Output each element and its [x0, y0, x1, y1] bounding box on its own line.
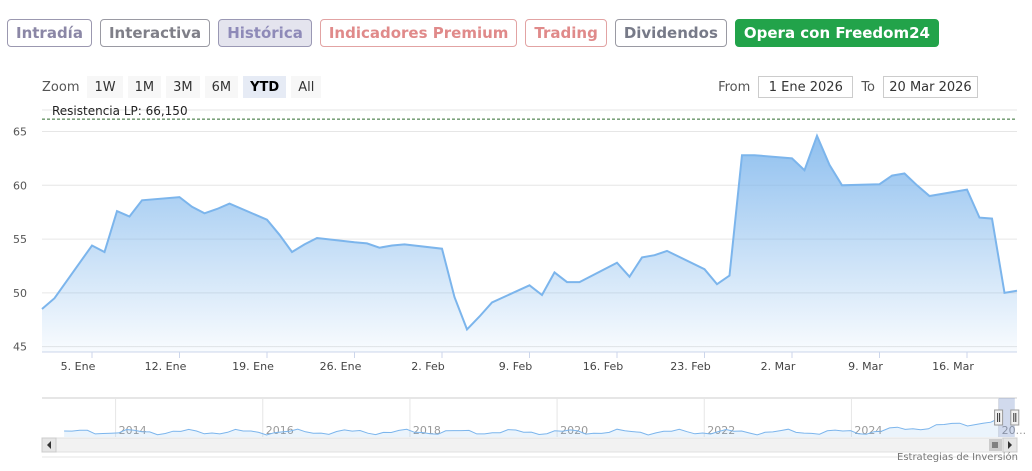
to-date-input[interactable] [883, 76, 978, 98]
x-tick-label: 2. Feb [411, 360, 444, 373]
x-tick-label: 5. Ene [61, 360, 96, 373]
x-tick-label: 19. Ene [232, 360, 274, 373]
tab-historica[interactable]: Histórica [218, 19, 312, 47]
x-tick-label: 9. Feb [499, 360, 532, 373]
x-tick-label: 16. Mar [932, 360, 974, 373]
from-label: From [718, 79, 751, 95]
scroll-right-icon [1008, 441, 1012, 449]
to-label: To [861, 79, 875, 95]
navigator-year-label: 2016 [266, 424, 294, 437]
resistance-label: Resistencia LP: 66,150 [52, 104, 188, 118]
tab-dividendos[interactable]: Dividendos [614, 19, 727, 47]
tab-trading[interactable]: Trading [525, 19, 607, 47]
navigator-line [64, 418, 999, 436]
y-tick-label: 55 [13, 233, 27, 246]
tab-intradia[interactable]: Intradía [7, 19, 92, 47]
zoom-label: Zoom [42, 79, 80, 95]
credit-text: Estrategias de Inversión [897, 452, 1018, 463]
y-tick-label: 60 [13, 179, 27, 192]
zoom-3m-button[interactable]: 3M [166, 76, 200, 98]
x-tick-label: 9. Mar [848, 360, 883, 373]
x-tick-label: 12. Ene [145, 360, 187, 373]
from-date-input[interactable] [758, 76, 854, 98]
price-area [42, 135, 1017, 352]
zoom-all-button[interactable]: All [291, 76, 322, 98]
x-tick-label: 26. Ene [320, 360, 362, 373]
date-range: From To [710, 76, 978, 98]
x-tick-label: 16. Feb [583, 360, 623, 373]
navigator-right-handle[interactable] [1010, 409, 1020, 426]
navigator-left-handle[interactable] [994, 409, 1004, 426]
x-tick-label: 2. Mar [761, 360, 796, 373]
y-tick-label: 45 [13, 341, 27, 354]
view-tabs: Intradía Interactiva Histórica Indicadores … [7, 19, 939, 49]
scroll-left-icon [47, 441, 51, 449]
y-tick-label: 50 [13, 287, 27, 300]
x-tick-label: 23. Feb [670, 360, 710, 373]
navigator[interactable]: 2014 2016 2018 2020 2022 2024 20... [41, 397, 1027, 458]
zoom-controls: Zoom 1W 1M 3M 6M YTD All [42, 76, 326, 98]
scrollbar-track[interactable] [41, 437, 1018, 453]
zoom-6m-button[interactable]: 6M [204, 76, 239, 98]
zoom-1m-button[interactable]: 1M [127, 76, 162, 98]
y-tick-label: 65 [13, 126, 27, 139]
navigator-year-label: 20... [1002, 424, 1027, 437]
price-line [41, 133, 1018, 332]
tab-premium[interactable]: Indicadores Premium [319, 19, 518, 47]
tab-interactiva[interactable]: Interactiva [99, 19, 211, 47]
zoom-ytd-button[interactable]: YTD [243, 76, 287, 98]
zoom-1w-button[interactable]: 1W [87, 76, 123, 98]
navigator-selection[interactable] [998, 398, 1015, 437]
tab-freedom[interactable]: Opera con Freedom24 [734, 19, 939, 47]
